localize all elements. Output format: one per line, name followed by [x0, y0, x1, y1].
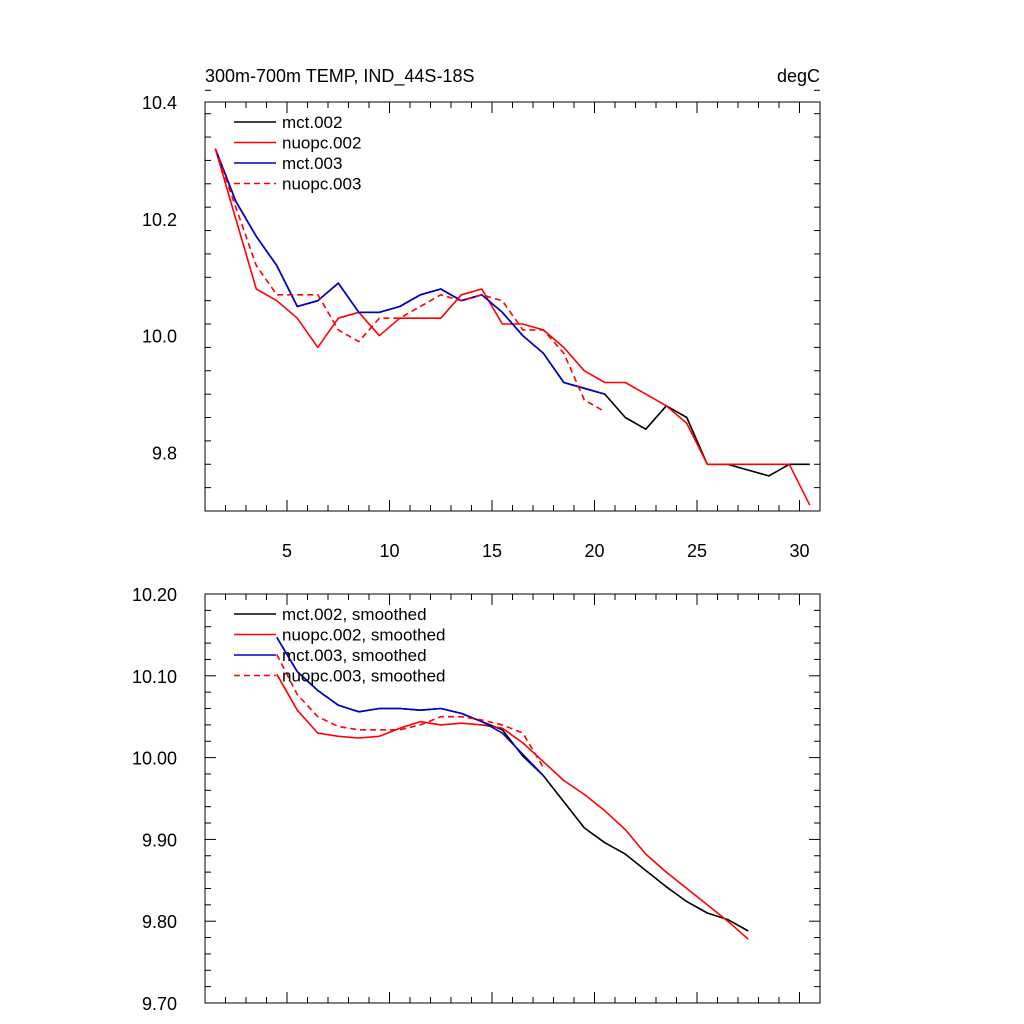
legend-label-mct-002-smoothed: mct.002, smoothed [282, 605, 427, 624]
y-tick-label: 9.80 [142, 912, 177, 932]
series-line-nuopc-003-smoothed [276, 654, 544, 768]
legend-label-nuopc-003-smoothed: nuopc.003, smoothed [282, 667, 446, 686]
series-line-nuopc-002-smoothed [276, 673, 749, 940]
legend-label-nuopc-002: nuopc.002 [282, 134, 361, 153]
y-tick-label: 9.8 [152, 444, 177, 464]
y-tick-label: 10.0 [142, 327, 177, 347]
y-tick-label: 10.20 [132, 585, 177, 605]
x-tick-label: 5 [282, 541, 292, 561]
x-tick-label: 20 [584, 541, 604, 561]
chart-title: 300m-700m TEMP, IND_44S-18S [205, 66, 474, 87]
y-tick-label: 10.4 [142, 93, 177, 113]
x-tick-label: 25 [687, 541, 707, 561]
legend-label-nuopc-002-smoothed: nuopc.002, smoothed [282, 626, 446, 645]
y-tick-label: 9.70 [142, 994, 177, 1014]
x-tick-label: 10 [379, 541, 399, 561]
x-tick-label: 30 [789, 541, 809, 561]
units-label: degC [777, 66, 820, 86]
x-tick-label: 15 [482, 541, 502, 561]
legend-label-mct-003-smoothed: mct.003, smoothed [282, 646, 427, 665]
series-line-nuopc-003 [214, 148, 606, 413]
series-line-nuopc-002 [214, 148, 811, 506]
series-line-mct-003-smoothed [276, 636, 544, 777]
series-line-mct-002 [214, 148, 810, 477]
top-panel: 5 10 15 20 25 30 9.8 10.0 10.2 10.4 300m-700m TEMP… [142, 66, 821, 561]
y-tick-label: 9.90 [142, 830, 177, 850]
legend-label-mct-002: mct.002 [282, 113, 342, 132]
y-tick-label: 10.00 [132, 749, 177, 769]
series-line-mct-003 [214, 148, 606, 395]
y-tick-label: 10.2 [142, 210, 177, 230]
y-tick-label: 10.10 [132, 667, 177, 687]
legend-label-nuopc-003: nuopc.003 [282, 175, 361, 194]
bottom-panel: 9.70 9.80 9.90 10.00 10.10 10.20 mct.002, smoo… [132, 585, 821, 1014]
legend-label-mct-003: mct.003 [282, 154, 342, 173]
